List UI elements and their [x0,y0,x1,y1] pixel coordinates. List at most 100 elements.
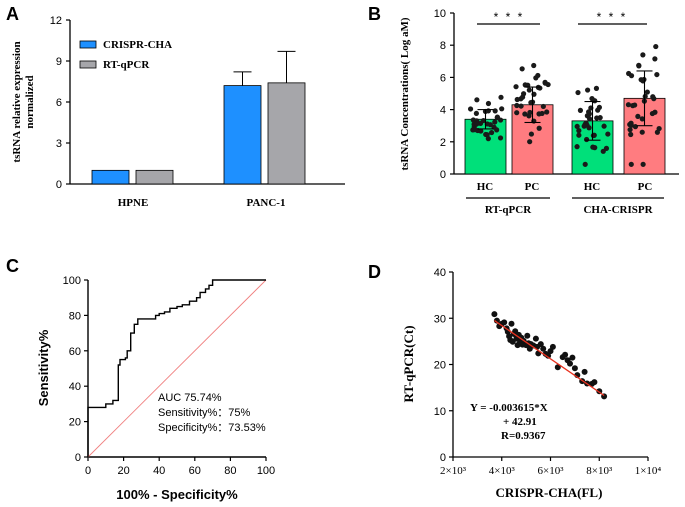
scatter-point-44 [581,368,588,375]
panel-c-ytick-label-3: 60 [69,346,81,358]
dot-2-8 [575,89,581,96]
panel-b-group-cha-crispr: CHA-CRISPR [583,204,653,216]
panel-b-category-hc-1: HC [477,181,494,193]
dot-2-33 [585,87,591,93]
dot-3-25 [649,110,656,117]
panel-a-ylabel-1: tsRNA relative expression [11,41,23,162]
dot-1-16 [519,66,525,72]
legend-label-rt-qpcr: RT-qPCR [103,59,150,71]
panel-a-ytick-label-1: 3 [56,138,62,150]
dot-2-17 [586,116,593,122]
panel-b-group-rt-qpcr: RT-qPCR [485,204,532,216]
panel-label-c: C [6,256,19,276]
bar-crispr-cha-hpne [91,169,130,185]
panel-b-ytick-label-5: 10 [434,8,446,20]
panel-d-ytick-label-0: 0 [440,452,446,464]
panel-c-xtick-label-4: 80 [224,465,236,477]
dot-3-21 [636,63,642,69]
dot-3-10 [653,43,659,50]
dot-2-6 [589,96,595,102]
scatter-point-4 [501,319,508,326]
dot-1-4 [531,62,537,69]
dot-3-29 [632,124,639,130]
dot-3-6 [640,161,646,167]
dot-1-25 [540,103,546,110]
dot-3-14 [635,113,641,119]
panel-b-chart: 0 2 4 6 8 10 tsRNA Concentrations( Log aM) * … [399,8,679,216]
dot-1-8 [539,110,545,117]
panel-d-xtick-label-4: 1×10⁴ [635,465,662,477]
scatter-point-12 [512,328,519,335]
panel-b-ytick-label-3: 6 [440,72,446,84]
dot-1-31 [518,103,524,109]
roc-curve [87,279,266,457]
dot-0-7 [498,94,504,100]
dot-2-15 [594,115,600,121]
panel-b-category-hc-2: HC [584,181,601,193]
dot-3-16 [625,102,632,108]
dot-1-20 [535,72,541,79]
panel-label-d: D [368,262,381,282]
dot-3-13 [627,127,633,133]
regression-r: R=0.9367 [501,430,546,442]
dot-2-12 [601,123,607,129]
panel-a-ylabel-2: normalized [24,75,36,128]
panel-a-chart: 0 3 6 9 12 tsRNA relative expression normali… [11,15,345,209]
dot-1-32 [520,94,526,100]
panel-d-ytick-label-2: 20 [434,360,446,372]
panel-c-ytick-label-1: 20 [69,417,81,429]
panel-b-ytick-label-2: 4 [440,105,446,117]
dot-2-20 [583,136,590,143]
dot-3-33 [640,52,646,58]
panel-c-xlabel: 100% - Specificity% [116,487,238,502]
scatter-point-39 [567,360,573,367]
panel-a-ytick-label-4: 12 [50,15,62,27]
panel-d-ylabel: RT-qPCR(Ct) [401,325,416,402]
dot-0-31 [499,106,505,112]
dot-1-27 [526,113,532,119]
panel-label-b: B [368,4,381,24]
panel-b-category-pc-2: PC [638,181,653,193]
dot-3-30 [632,102,638,108]
panel-a-ytick-label-0: 0 [56,179,62,191]
panel-c-xtick-label-0: 0 [85,465,91,477]
roc-annotation-sensitivity: Sensitivity%：75% [158,407,251,419]
panel-c-ytick-label-2: 40 [69,381,81,393]
dot-1-23 [536,125,542,131]
scatter-point-0 [491,311,498,318]
dot-0-32 [485,108,491,114]
bar-crispr-cha-panc-1 [223,85,262,185]
scatter-point-1 [493,317,500,324]
dot-3-20 [628,131,634,138]
dot-1-10 [526,87,532,93]
panel-b-category-pc-1: PC [525,181,540,193]
dot-3-24 [654,129,660,135]
scatter-point-26 [532,335,539,342]
dot-0-27 [478,128,484,134]
panel-c-ytick-label-0: 0 [75,452,81,464]
panel-d-xtick-label-0: 2×10³ [440,465,467,477]
panel-d-xtick-label-3: 8×10³ [586,465,613,477]
dot-3-4 [644,89,650,95]
dot-2-18 [577,107,584,113]
dot-1-33 [514,110,520,116]
dot-0-9 [484,132,490,138]
roc-annotation-specificity: Specificity%：73.53% [158,422,266,434]
dot-2-16 [586,109,592,115]
dot-3-0 [652,56,658,62]
roc-annotation-auc: AUC 75.74% [158,392,222,404]
dot-2-25 [592,145,598,151]
regression-equation: Y = -0.003615*X [470,402,548,414]
scatter-point-9 [508,320,515,327]
panel-d-xtick-label-1: 4×10³ [489,465,516,477]
panel-c-xtick-label-1: 20 [117,465,129,477]
dot-0-30 [485,136,491,142]
dot-0-21 [494,127,500,133]
panel-a-ytick-label-3: 9 [56,56,62,68]
dot-1-11 [527,139,533,145]
regression-intercept: + 42.91 [503,416,537,428]
bar-rt-qpcr-panc-1 [267,82,306,185]
dot-2-32 [581,123,587,129]
dot-2-23 [596,104,602,110]
dot-2-29 [603,145,610,151]
